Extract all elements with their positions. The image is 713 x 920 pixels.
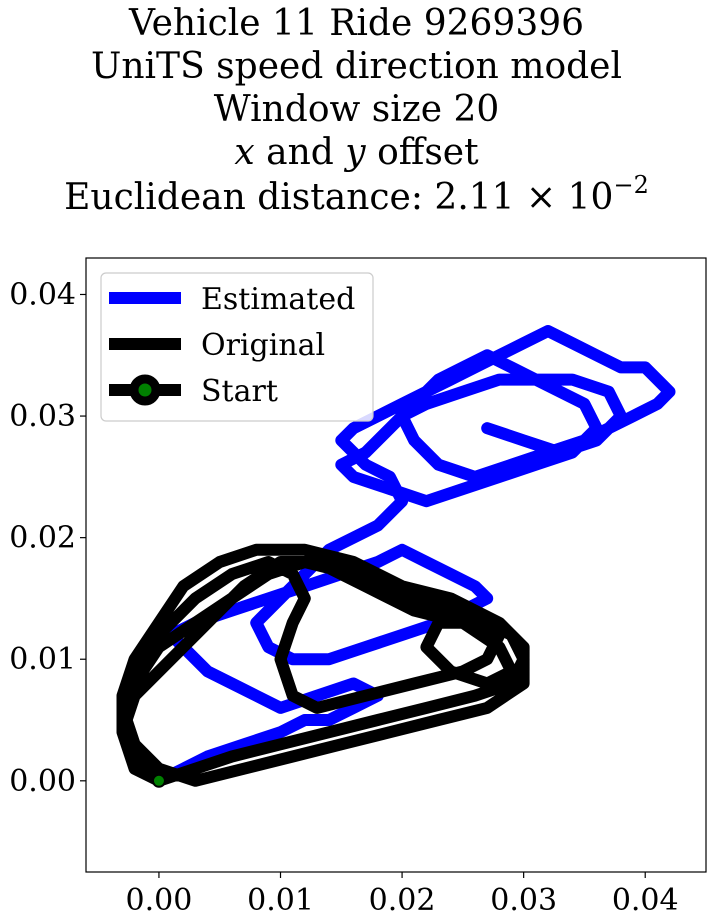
x-tick-label: 0.01 [247,883,314,918]
x-tick-label: 0.04 [612,883,679,918]
y-tick-label: 0.00 [9,764,76,799]
title-line-4: x and y offset [0,131,713,174]
title-var-y: y [345,132,366,173]
title-and: and [254,132,346,173]
legend: Estimated Original Start [100,272,374,422]
title-line-1: Vehicle 11 Ride 9269396 [128,3,585,44]
legend-label-original: Original [201,328,325,363]
legend-start-marker [129,374,161,406]
title-line-5: Euclidean distance: 2.11 × 10−2 [0,173,713,219]
ticks-layer: 0.00 0.01 0.02 0.03 0.04 0.00 0.01 0.02 0.03 0.04 [9,277,678,918]
title-line-2: UniTS speed direction model [91,46,622,87]
title-line-3: Window size 20 [213,89,500,130]
legend-label-estimated: Estimated [201,282,355,317]
series-line-original [116,543,530,787]
title-distance: Euclidean distance: 2.11 × 10 [64,177,614,218]
y-tick-label: 0.03 [9,399,76,434]
y-tick-label: 0.02 [9,521,76,556]
title-var-x: x [234,132,255,173]
series-layer [116,325,676,788]
y-tick-label: 0.04 [9,277,76,312]
x-tick-label: 0.03 [490,883,557,918]
title-offset: offset [365,132,479,173]
chart-title: Vehicle 11 Ride 9269396 UniTS speed dire… [0,0,713,219]
y-tick-label: 0.01 [9,642,76,677]
x-tick-label: 0.02 [369,883,436,918]
x-tick-label: 0.00 [126,883,193,918]
start-marker [151,773,166,788]
legend-label-start: Start [201,374,278,409]
title-exponent: −2 [613,171,649,199]
plot-frame [85,257,707,873]
